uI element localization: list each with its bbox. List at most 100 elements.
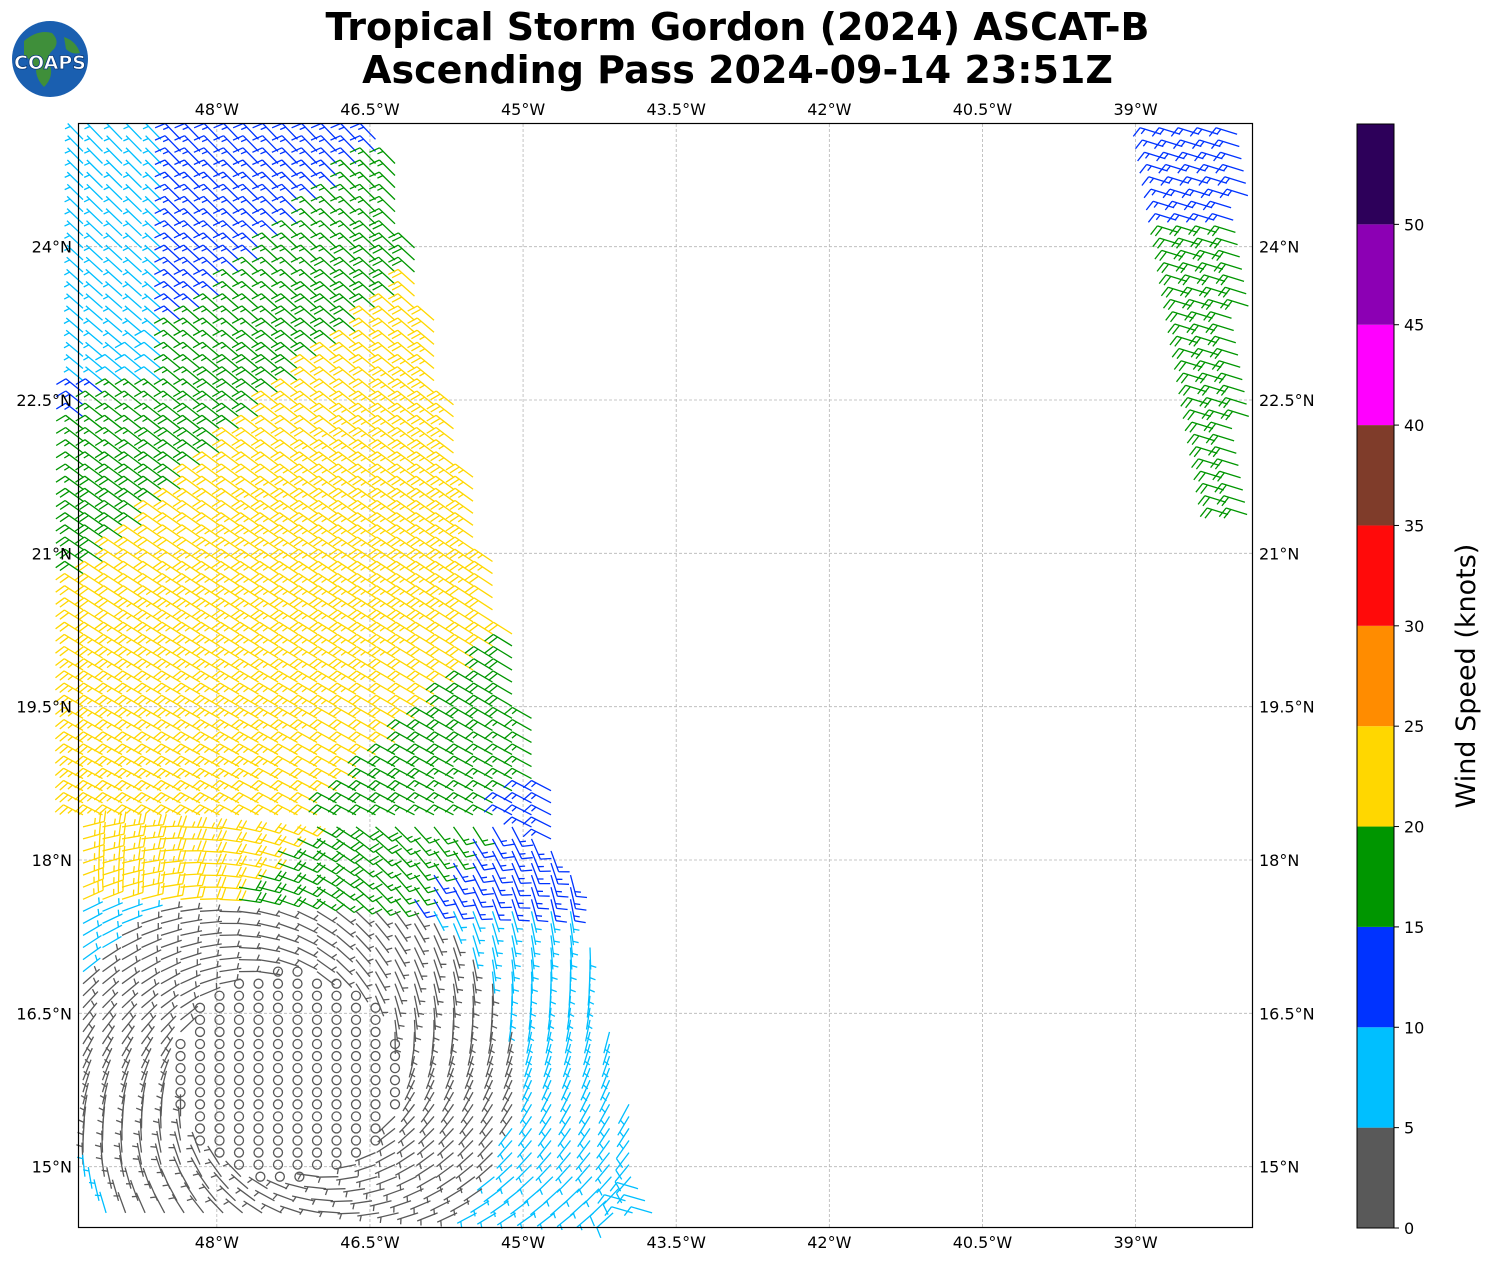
calm-marker: [331, 1014, 342, 1026]
wind-barb: [416, 1152, 435, 1170]
wind-barb: [160, 957, 182, 973]
wind-barb: [309, 317, 337, 333]
wind-barb: [198, 1183, 217, 1202]
wind-barb: [272, 1192, 295, 1202]
wind-barb: [277, 872, 307, 884]
wind-barb: [1181, 188, 1211, 199]
wind-barb: [1175, 262, 1205, 274]
wind-barb: [288, 719, 318, 731]
wind-barb: [298, 1208, 321, 1215]
wind-barb: [387, 499, 415, 514]
wind-barb: [121, 978, 140, 997]
wind-barb: [348, 402, 376, 418]
wind-barb: [577, 1116, 591, 1137]
wind-barb: [394, 1007, 405, 1030]
lon-tick-label: 40.5°W: [953, 100, 1013, 119]
calm-marker: [292, 990, 303, 1001]
wind-barb: [330, 135, 357, 152]
wind-barb: [309, 426, 337, 442]
calm-marker: [294, 1171, 305, 1182]
wind-barb: [422, 1091, 435, 1113]
wind-barb: [192, 512, 220, 526]
wind-barb: [511, 862, 532, 884]
wind-barb: [212, 329, 240, 345]
wind-barb: [174, 171, 201, 189]
wind-barb: [250, 475, 279, 490]
calm-marker: [253, 1099, 264, 1110]
wind-barb: [477, 1140, 493, 1160]
wind-barb: [503, 731, 532, 743]
wind-barb: [472, 983, 481, 1006]
wind-barb: [83, 317, 103, 333]
wind-barb: [565, 1019, 573, 1042]
wind-barb: [433, 886, 457, 907]
wind-barb: [328, 560, 357, 575]
wind-barb: [180, 948, 202, 961]
wind-barb: [386, 597, 415, 611]
wind-barb: [270, 378, 298, 394]
wind-barb: [349, 232, 376, 249]
wind-barb: [135, 1106, 143, 1129]
wind-barb: [123, 135, 142, 152]
wind-barb: [1139, 163, 1168, 174]
wind-barb: [530, 959, 539, 982]
wind-barb: [370, 1200, 392, 1212]
wind-barb: [452, 995, 461, 1018]
calm-marker: [194, 1123, 206, 1134]
wind-barb: [121, 944, 142, 961]
wind-barb: [460, 1103, 474, 1125]
wind-barb: [199, 982, 221, 997]
wind-barb: [121, 1001, 138, 1021]
wind-barb: [483, 682, 513, 695]
wind-barb: [347, 804, 376, 816]
wind-barb: [1209, 347, 1239, 360]
wind-barb: [355, 934, 375, 952]
wind-barb: [172, 512, 201, 526]
colorbar-tick-label: 45: [1404, 316, 1424, 335]
wind-barb: [64, 171, 84, 189]
wind-barb: [134, 378, 162, 394]
wind-barb: [491, 923, 504, 945]
calm-marker: [214, 1087, 225, 1098]
calm-marker: [233, 1099, 245, 1110]
wind-barb: [153, 317, 181, 333]
wind-barb: [211, 633, 240, 647]
calm-marker: [350, 990, 362, 1001]
wind-barb: [172, 572, 201, 587]
wind-barb: [115, 1118, 123, 1141]
wind-barb: [133, 609, 162, 623]
wind-barb: [251, 366, 279, 382]
wind-barb: [416, 1212, 438, 1226]
wind-barb: [82, 879, 104, 900]
calm-marker: [350, 1026, 362, 1038]
wind-barb: [503, 1067, 513, 1090]
wind-barb: [113, 621, 142, 635]
wind-barb: [270, 512, 298, 526]
calm-marker: [311, 1038, 323, 1050]
wind-barb: [522, 779, 552, 792]
wind-barb: [270, 317, 298, 333]
wind-barb: [363, 1188, 385, 1200]
wind-barb: [154, 208, 181, 225]
wind-barb: [132, 779, 162, 792]
wind-barb: [168, 1143, 182, 1165]
wind-barb: [387, 390, 415, 406]
wind-barb: [95, 1154, 106, 1177]
wind-barb: [602, 1043, 611, 1066]
wind-barb: [102, 811, 127, 828]
calm-marker: [370, 1075, 381, 1086]
wind-barb: [269, 694, 298, 707]
wind-barb: [113, 779, 142, 792]
wind-barb: [172, 439, 201, 454]
wind-barb: [289, 597, 318, 611]
wind-barb: [55, 414, 84, 430]
lon-tick-label: 48°W: [195, 100, 239, 119]
wind-barb: [160, 946, 182, 961]
wind-barb: [250, 426, 279, 442]
wind-barb: [152, 572, 181, 587]
wind-barb: [445, 499, 474, 514]
wind-barb: [386, 779, 415, 792]
wind-barb: [550, 959, 558, 982]
wind-barb: [472, 935, 485, 957]
wind-barb: [387, 426, 415, 442]
